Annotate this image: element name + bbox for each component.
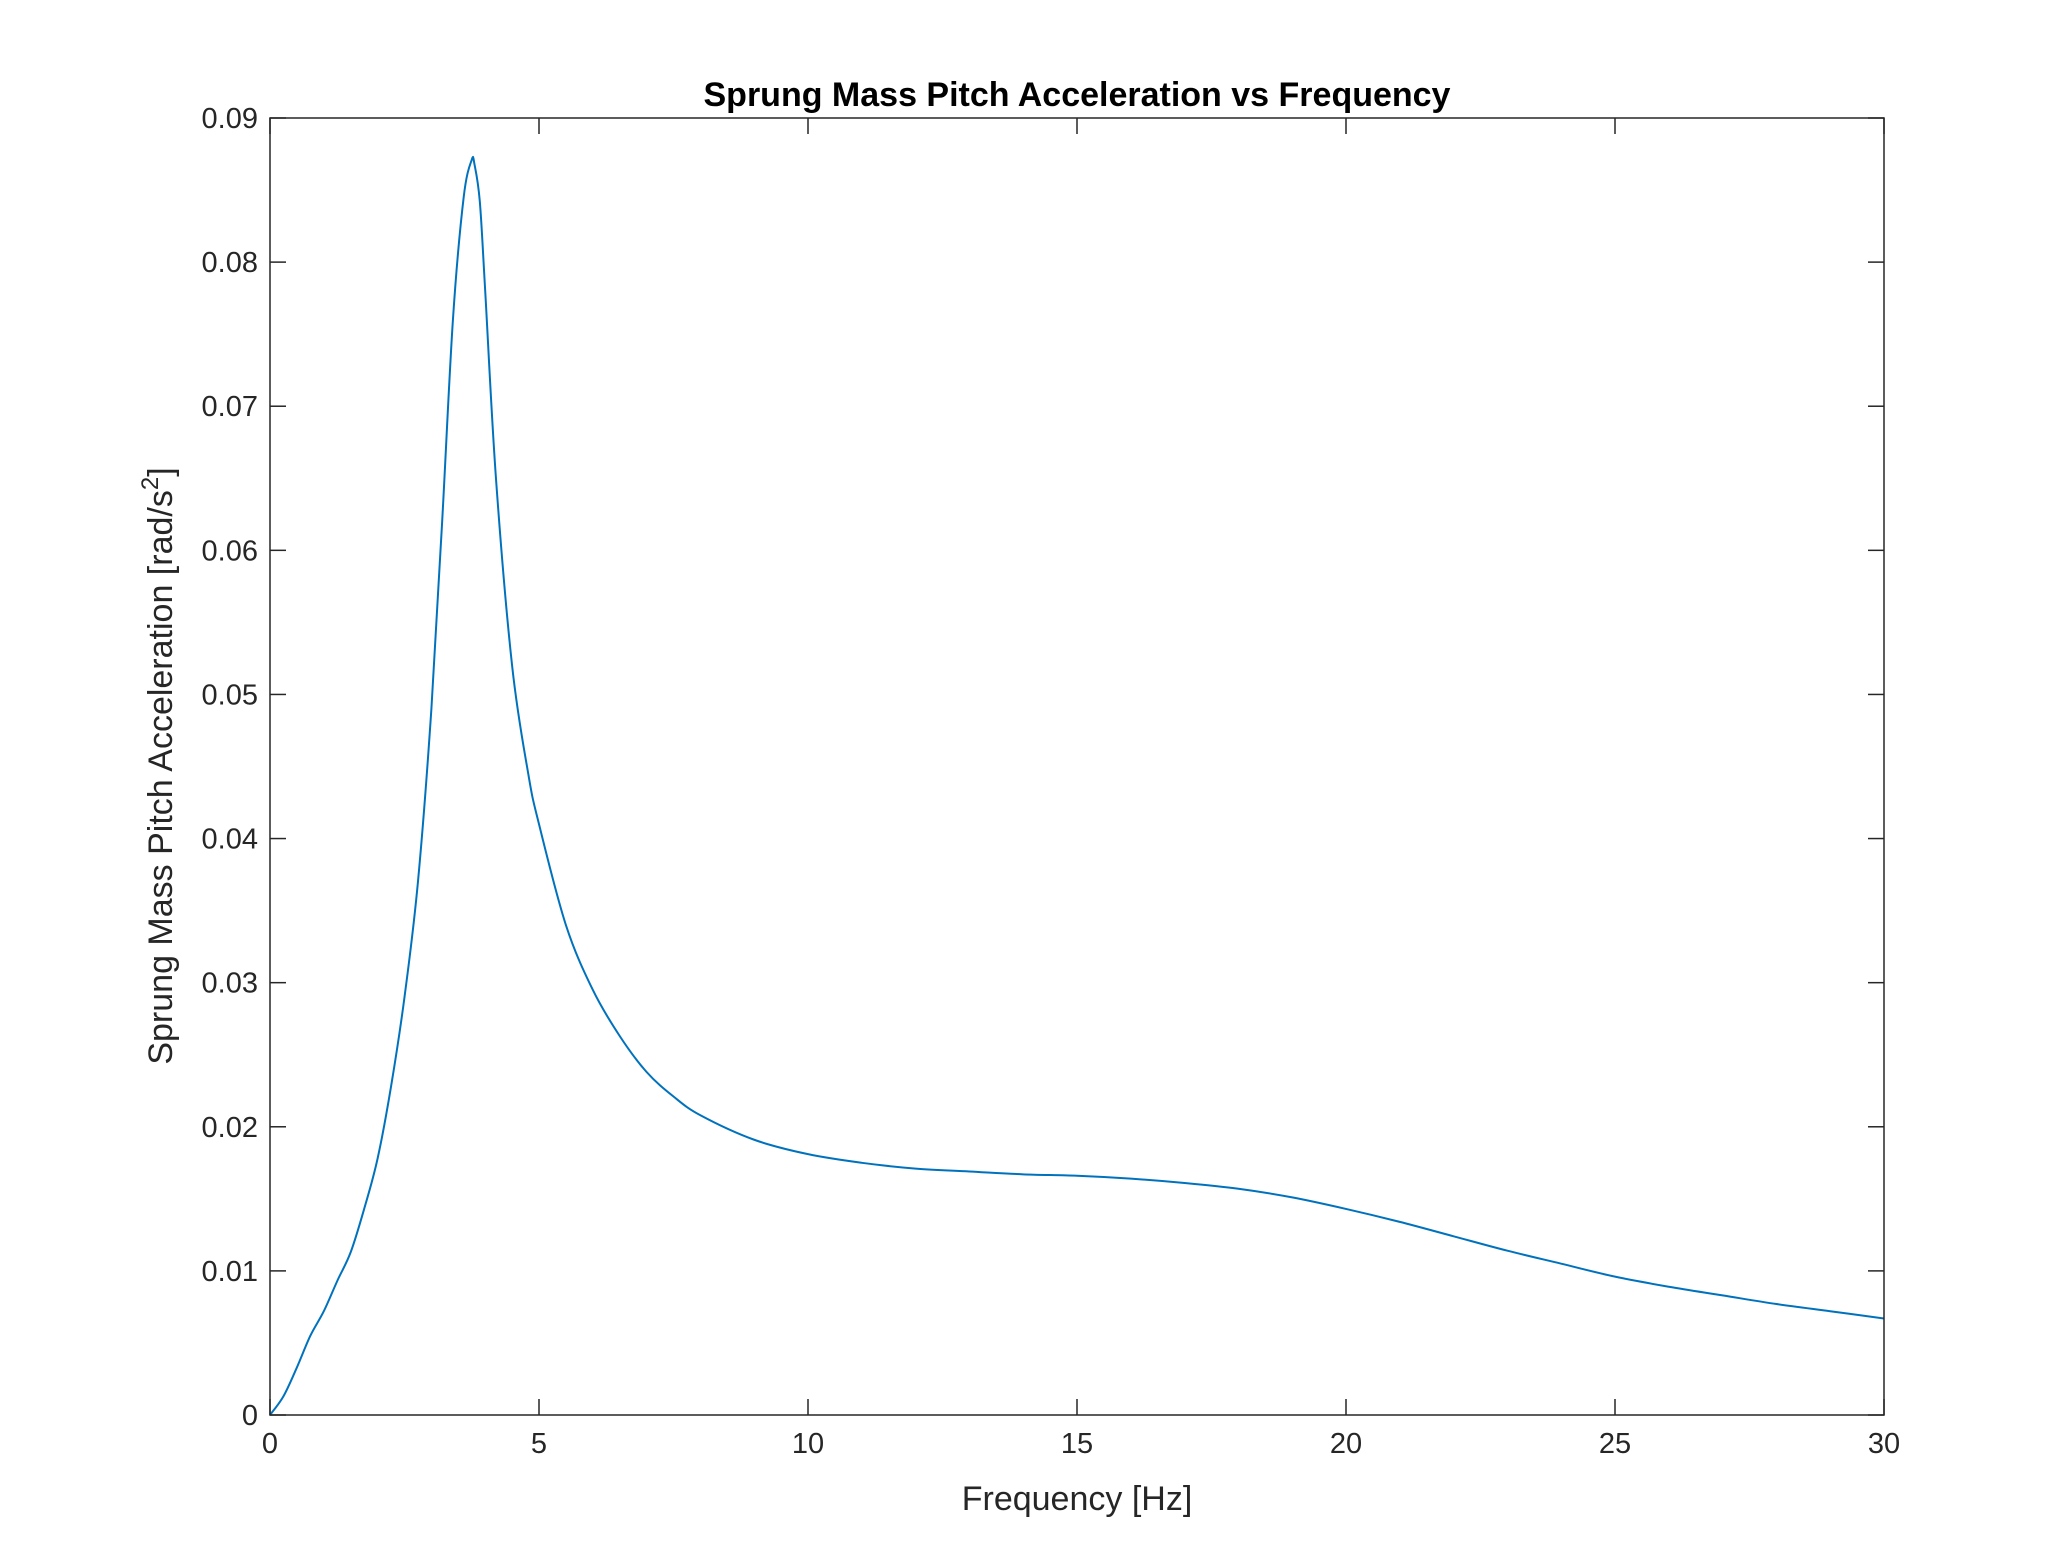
x-tick-label: 10 [792, 1428, 824, 1460]
x-axis-label: Frequency [Hz] [962, 1480, 1193, 1518]
y-axis-label-superscript: 2 [137, 477, 164, 490]
series-line [269, 155, 1885, 1416]
y-tick-label: 0 [242, 1400, 258, 1432]
y-tick-label: 0.04 [202, 824, 258, 856]
y-axis-label-end: ] [142, 467, 180, 476]
y-tick-label: 0.01 [202, 1256, 258, 1288]
tick-labels: 0 5 10 15 20 25 30 0 0.01 0.02 0.03 0.04 0.05 0.06 0.0… [202, 103, 1901, 1460]
y-tick-label: 0.06 [202, 535, 258, 567]
chart-title: Sprung Mass Pitch Acceleration vs Freque… [704, 76, 1451, 114]
y-tick-label: 0.08 [202, 247, 258, 279]
y-axis-label: Sprung Mass Pitch Acceleration [rad/s2] [137, 467, 180, 1064]
y-tick-label: 0.03 [202, 968, 258, 1000]
axes-box [269, 117, 1885, 1416]
x-tick-label: 5 [531, 1428, 547, 1460]
x-tick-label: 30 [1868, 1428, 1900, 1460]
x-tick-label: 15 [1061, 1428, 1093, 1460]
y-tick-label: 0.07 [202, 391, 258, 423]
x-tick-label: 20 [1330, 1428, 1362, 1460]
y-tick-label: 0.05 [202, 679, 258, 711]
plot-area [270, 118, 1884, 1415]
x-tick-label: 0 [262, 1428, 278, 1460]
y-axis-label-main: Sprung Mass Pitch Acceleration [rad/s [142, 490, 180, 1065]
x-tick-label: 25 [1599, 1428, 1631, 1460]
y-tick-label: 0.02 [202, 1112, 258, 1144]
y-tick-label: 0.09 [202, 103, 258, 135]
